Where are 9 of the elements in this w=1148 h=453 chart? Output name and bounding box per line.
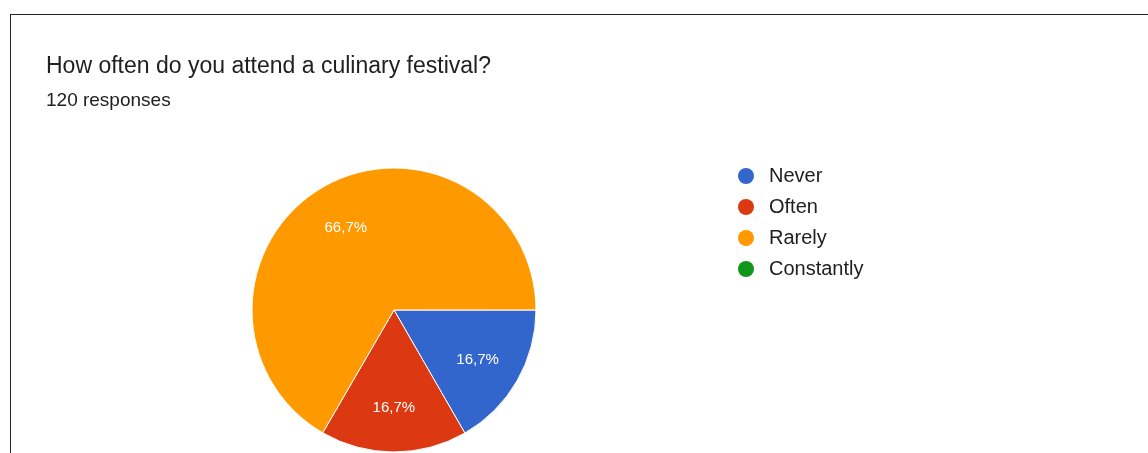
legend-label: Rarely	[769, 226, 827, 249]
data-label: 16,7%	[456, 349, 499, 367]
chart-subtitle: 120 responses	[46, 89, 171, 111]
chart-title: How often do you attend a culinary festival?	[46, 52, 491, 79]
data-label: 66,7%	[324, 217, 368, 235]
data-label: 16,7%	[372, 398, 416, 416]
legend-label: Often	[769, 195, 818, 218]
legend-label: Never	[769, 164, 823, 187]
legend-label: Constantly	[769, 257, 864, 280]
